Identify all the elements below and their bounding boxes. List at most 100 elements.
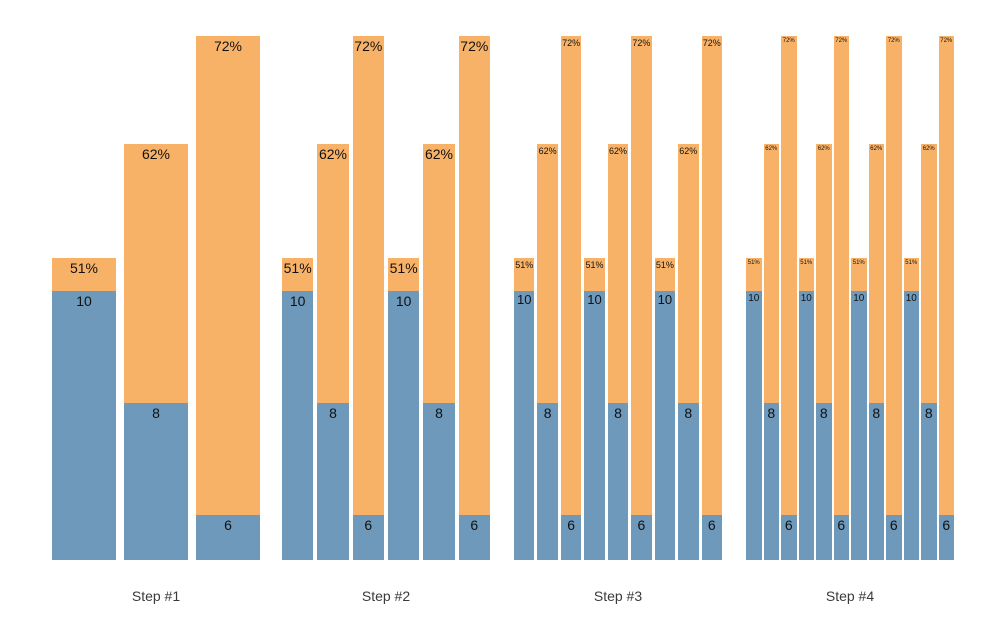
blue-segment: 10: [387, 291, 420, 560]
orange-segment: 62%: [921, 144, 937, 403]
stacked-bar-10-51pct: 51% 10: [282, 258, 314, 560]
blue-segment: 8: [124, 403, 188, 560]
percent-label: 51%: [515, 260, 534, 270]
percent-label: 51%: [283, 260, 312, 276]
stacked-bar-10-51pct: 51% 10: [903, 258, 919, 560]
orange-segment: 51%: [654, 258, 676, 291]
percent-label: 51%: [389, 260, 418, 276]
value-label: 10: [748, 293, 760, 304]
value-label: 8: [819, 405, 828, 421]
stacked-bar-6-72pct: 72% 6: [196, 36, 260, 560]
stacked-bar-10-51pct: 51% 10: [584, 258, 605, 560]
percent-label: 51%: [747, 260, 760, 266]
percent-label: 51%: [585, 260, 604, 270]
stacked-bar-8-62pct: 62% 8: [423, 144, 455, 560]
orange-segment: 51%: [851, 258, 867, 291]
percent-label: 62%: [870, 146, 883, 152]
value-label: 6: [889, 517, 898, 533]
blue-segment: 8: [678, 403, 699, 560]
orange-segment: 62%: [537, 144, 558, 403]
orange-segment: 62%: [607, 144, 629, 403]
value-label: 6: [837, 517, 846, 533]
orange-segment: 62%: [423, 144, 455, 403]
group-step-3: 51% 10 62% 8 72% 6 51% 10 62% 8 72% 6 51% 10 62% 8 72% 6 S…: [514, 0, 722, 618]
value-label: 10: [76, 293, 92, 309]
value-label: 6: [637, 517, 646, 533]
blue-segment: 6: [701, 515, 722, 560]
stacked-bar-8-62pct: 62% 8: [868, 144, 884, 560]
value-label: 8: [684, 405, 693, 421]
blue-segment: 6: [833, 515, 849, 560]
blue-segment: 8: [607, 403, 629, 560]
orange-segment: 72%: [352, 36, 384, 515]
percent-label: 51%: [655, 260, 674, 270]
stacked-bar-10-51pct: 51% 10: [387, 258, 420, 560]
percent-label: 51%: [800, 260, 813, 266]
value-label: 6: [784, 517, 793, 533]
orange-segment: 72%: [631, 36, 652, 515]
bar-row: 51% 10 62% 8 72% 6: [52, 0, 260, 560]
percent-label: 72%: [835, 38, 848, 44]
group-step-4: 51% 10 62% 8 72% 6 51% 10 62% 8 72% 6 51% 10 62% 8 72% 6 5…: [746, 0, 954, 618]
blue-segment: 10: [282, 291, 314, 560]
stacked-bar-8-62pct: 62% 8: [124, 144, 188, 560]
value-label: 8: [435, 405, 443, 421]
value-label: 8: [767, 405, 776, 421]
percent-label: 51%: [905, 260, 918, 266]
orange-segment: 72%: [833, 36, 849, 515]
blue-segment: 6: [631, 515, 652, 560]
stacked-bar-6-72pct: 72% 6: [781, 36, 797, 560]
stacked-bar-6-72pct: 72% 6: [560, 36, 582, 560]
orange-segment: 51%: [746, 258, 762, 291]
stacked-bar-8-62pct: 62% 8: [921, 144, 937, 560]
blue-segment: 6: [886, 515, 902, 560]
percent-label: 62%: [765, 146, 778, 152]
x-axis-group-label: Step #3: [593, 588, 643, 604]
percent-label: 72%: [460, 38, 489, 54]
stacked-bar-6-72pct: 72% 6: [458, 36, 490, 560]
group-step-1: 51% 10 62% 8 72% 6 Step #1: [52, 0, 260, 618]
blue-segment: 8: [921, 403, 937, 560]
stacked-bar-6-72pct: 72% 6: [352, 36, 384, 560]
percent-label: 62%: [538, 146, 557, 156]
stacked-bar-10-51pct: 51% 10: [514, 258, 535, 560]
value-label: 6: [567, 517, 575, 533]
x-axis-group-label: Step #2: [361, 588, 411, 604]
value-label: 6: [470, 517, 479, 533]
blue-segment: 10: [584, 291, 605, 560]
stacked-bar-8-62pct: 62% 8: [317, 144, 349, 560]
orange-segment: 51%: [903, 258, 919, 291]
x-axis-group-label: Step #4: [825, 588, 875, 604]
percent-label: 72%: [940, 38, 953, 44]
orange-segment: 51%: [387, 258, 420, 291]
stacked-bar-6-72pct: 72% 6: [886, 36, 902, 560]
value-label: 10: [657, 292, 673, 307]
value-label: 6: [364, 517, 373, 533]
stacked-bar-10-51pct: 51% 10: [851, 258, 867, 560]
stacked-bar-8-62pct: 62% 8: [537, 144, 558, 560]
orange-segment: 72%: [886, 36, 902, 515]
value-label: 8: [924, 405, 933, 421]
blue-segment: 6: [560, 515, 582, 560]
stacked-bar-10-51pct: 51% 10: [798, 258, 814, 560]
value-label: 10: [853, 293, 865, 304]
value-label: 10: [587, 292, 602, 307]
blue-segment: 8: [816, 403, 832, 560]
value-label: 8: [152, 405, 160, 421]
percent-label: 51%: [852, 260, 865, 266]
blue-segment: 8: [868, 403, 884, 560]
bar-row: 51% 10 62% 8 72% 6 51% 10 62% 8 72% 6 51% 10 62% 8 72% 6 5…: [746, 0, 954, 560]
orange-segment: 51%: [584, 258, 605, 291]
bar-row: 51% 10 62% 8 72% 6 51% 10 62% 8 72% 6: [282, 0, 490, 560]
percent-label: 62%: [141, 146, 171, 162]
percent-label: 51%: [69, 260, 99, 276]
blue-segment: 10: [746, 291, 762, 560]
percent-label: 62%: [608, 146, 627, 156]
percent-label: 62%: [922, 146, 935, 152]
bar-row: 51% 10 62% 8 72% 6 51% 10 62% 8 72% 6 51% 10 62% 8 72% 6: [514, 0, 722, 560]
value-label: 6: [224, 517, 232, 533]
percent-label: 62%: [679, 146, 698, 156]
percent-label: 72%: [782, 38, 795, 44]
orange-segment: 51%: [798, 258, 814, 291]
